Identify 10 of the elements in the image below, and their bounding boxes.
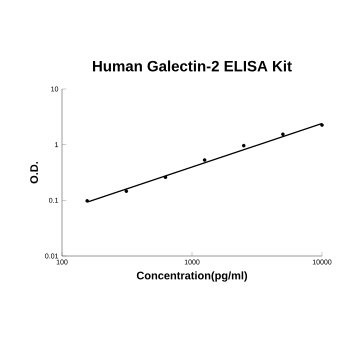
- y-axis-title: O.D.: [30, 162, 38, 184]
- point: [242, 144, 246, 148]
- x-axis-title: Concentration(pg/ml): [136, 271, 248, 282]
- point: [164, 175, 168, 180]
- point: [124, 189, 128, 193]
- point: [281, 132, 285, 136]
- point: [320, 123, 324, 127]
- point: [202, 158, 206, 162]
- point: [85, 199, 89, 203]
- chart-title: Human Galectin-2 ELISA Kit: [92, 60, 292, 72]
